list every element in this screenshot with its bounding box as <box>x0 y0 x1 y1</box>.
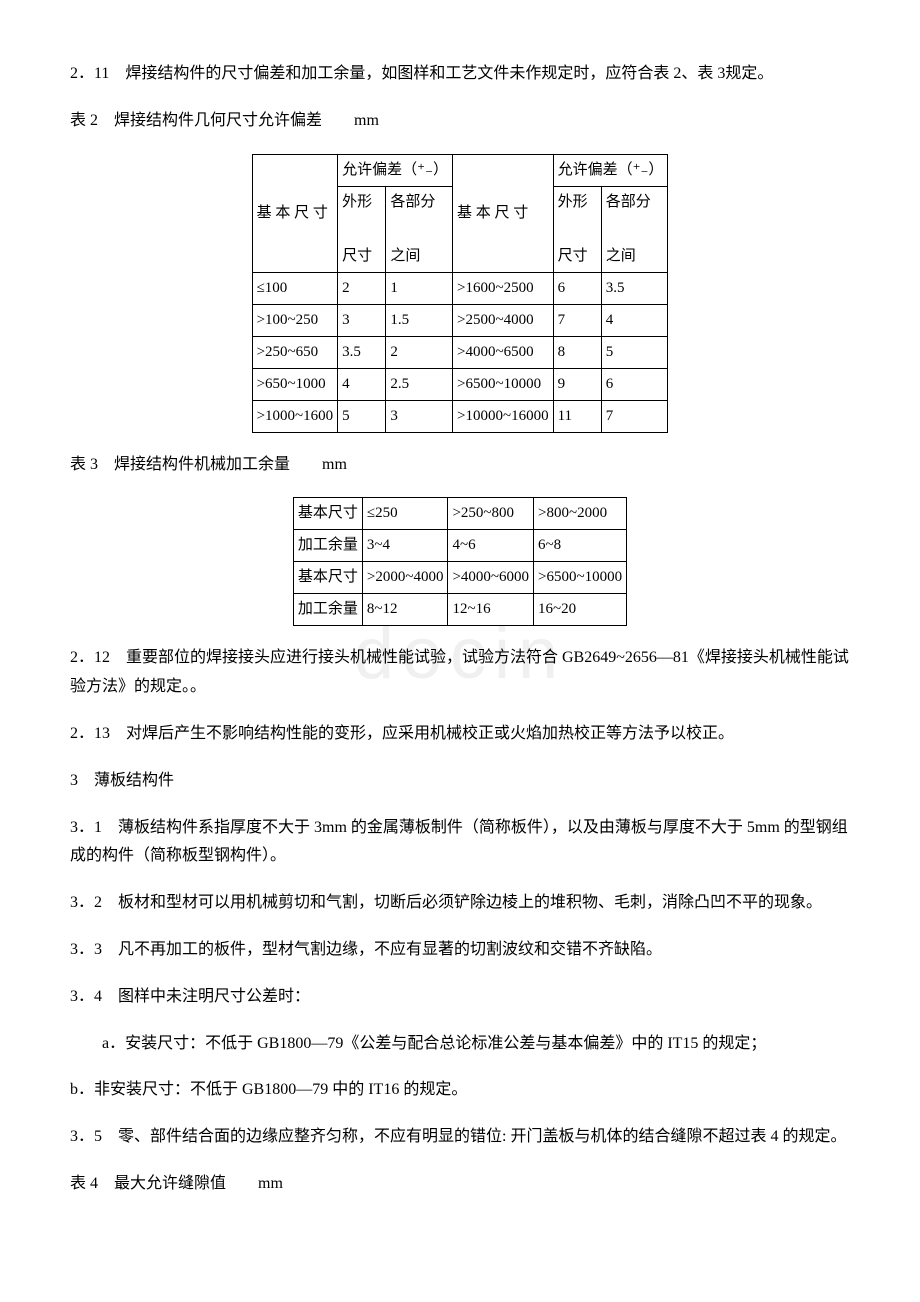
table-cell: 5 <box>338 400 386 432</box>
table-cell: >1000~1600 <box>252 400 338 432</box>
table-cell: ≤100 <box>252 272 338 304</box>
table-cell: 12~16 <box>448 594 534 626</box>
table-cell: >6500~10000 <box>534 562 627 594</box>
t2-h-left-parts1: 各部分之间 <box>386 186 453 272</box>
table-cell: >100~250 <box>252 304 338 336</box>
table-cell: >4000~6000 <box>448 562 534 594</box>
table-cell: 6~8 <box>534 530 627 562</box>
table-cell: 1.5 <box>386 304 453 336</box>
para-3-4b: b．非安装尺寸：不低于 GB1800—79 中的 IT16 的规定。 <box>70 1076 850 1105</box>
t2-h-left-basic: 基 本 尺 寸 <box>252 154 338 272</box>
table-cell: >250~800 <box>448 498 534 530</box>
para-3-3: 3．3 凡不再加工的板件，型材气割边缘，不应有显著的切割波纹和交错不齐缺陷。 <box>70 936 850 965</box>
table3-caption: 表 3 焊接结构件机械加工余量 mm <box>70 451 850 480</box>
table-cell: >1600~2500 <box>453 272 554 304</box>
para-2-13: 2．13 对焊后产生不影响结构性能的变形，应采用机械校正或火焰加热校正等方法予以… <box>70 720 850 749</box>
t2-h-right-tol: 允许偏差（⁺₋） <box>553 154 668 186</box>
table-cell: 4 <box>601 304 668 336</box>
para-3-5: 3．5 零、部件结合面的边缘应整齐匀称，不应有明显的错位: 开门盖板与机体的结合… <box>70 1123 850 1152</box>
table-cell: 2.5 <box>386 368 453 400</box>
table-cell: 加工余量 <box>293 594 362 626</box>
table-cell: >800~2000 <box>534 498 627 530</box>
table2: 基 本 尺 寸 允许偏差（⁺₋） 基 本 尺 寸 允许偏差（⁺₋） 外形尺寸 各… <box>252 154 669 433</box>
table-cell: 7 <box>553 304 601 336</box>
table-cell: 16~20 <box>534 594 627 626</box>
table-cell: >2500~4000 <box>453 304 554 336</box>
para-3: 3 薄板结构件 <box>70 767 850 796</box>
table-cell: 加工余量 <box>293 530 362 562</box>
table-cell: 基本尺寸 <box>293 498 362 530</box>
table-cell: 3.5 <box>338 336 386 368</box>
table-cell: 3 <box>386 400 453 432</box>
table-cell: 11 <box>553 400 601 432</box>
table-cell: 5 <box>601 336 668 368</box>
table-cell: 6 <box>601 368 668 400</box>
table-cell: >650~1000 <box>252 368 338 400</box>
table3: 基本尺寸 ≤250 >250~800 >800~2000 加工余量 3~4 4~… <box>293 497 627 626</box>
table-cell: 基本尺寸 <box>293 562 362 594</box>
table-cell: 4~6 <box>448 530 534 562</box>
table-cell: 2 <box>338 272 386 304</box>
t2-h-right-parts1: 各部分之间 <box>601 186 668 272</box>
table-cell: >250~650 <box>252 336 338 368</box>
table-cell: 1 <box>386 272 453 304</box>
table-cell: >10000~16000 <box>453 400 554 432</box>
para-3-1: 3．1 薄板结构件系指厚度不大于 3mm 的金属薄板制件（简称板件），以及由薄板… <box>70 814 850 872</box>
t2-h-right-basic: 基 本 尺 寸 <box>453 154 554 272</box>
table-cell: 4 <box>338 368 386 400</box>
table-cell: 2 <box>386 336 453 368</box>
table-cell: ≤250 <box>362 498 448 530</box>
table-cell: 8 <box>553 336 601 368</box>
table-cell: 8~12 <box>362 594 448 626</box>
para-2-11: 2．11 焊接结构件的尺寸偏差和加工余量，如图样和工艺文件未作规定时，应符合表 … <box>70 60 850 89</box>
table-cell: 3 <box>338 304 386 336</box>
table-cell: >2000~4000 <box>362 562 448 594</box>
table4-caption: 表 4 最大允许缝隙值 mm <box>70 1170 850 1199</box>
para-2-12: 2．12 重要部位的焊接接头应进行接头机械性能试验，试验方法符合 GB2649~… <box>70 644 850 702</box>
table-cell: 3~4 <box>362 530 448 562</box>
para-3-4: 3．4 图样中未注明尺寸公差时： <box>70 983 850 1012</box>
t2-h-left-tol: 允许偏差（⁺₋） <box>338 154 453 186</box>
table2-caption: 表 2 焊接结构件几何尺寸允许偏差 mm <box>70 107 850 136</box>
para-3-4a: a．安装尺寸：不低于 GB1800—79《公差与配合总论标准公差与基本偏差》中的… <box>70 1030 850 1059</box>
table-cell: 9 <box>553 368 601 400</box>
t2-h-right-outer1: 外形尺寸 <box>553 186 601 272</box>
table-cell: >4000~6500 <box>453 336 554 368</box>
table-cell: 3.5 <box>601 272 668 304</box>
para-3-2: 3．2 板材和型材可以用机械剪切和气割，切断后必须铲除边棱上的堆积物、毛刺，消除… <box>70 889 850 918</box>
table-cell: 6 <box>553 272 601 304</box>
table-cell: >6500~10000 <box>453 368 554 400</box>
table-cell: 7 <box>601 400 668 432</box>
t2-h-left-outer1: 外形尺寸 <box>338 186 386 272</box>
